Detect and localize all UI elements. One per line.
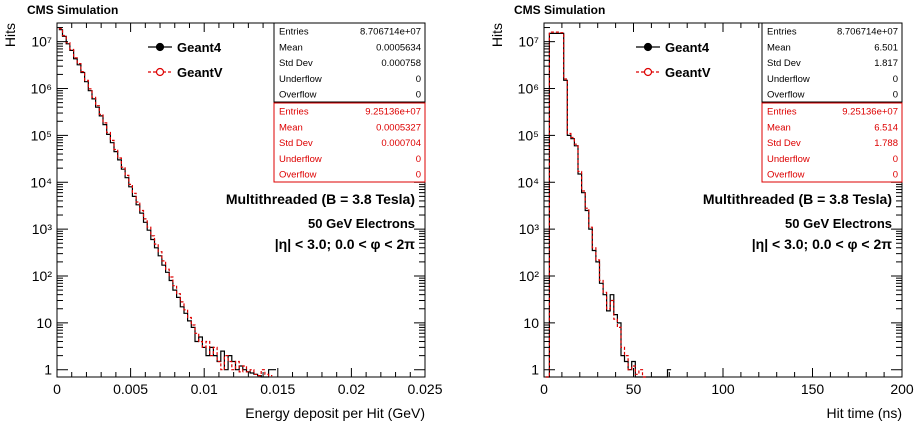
stats-key: Entries	[767, 27, 797, 38]
y-tick-label: 10	[523, 315, 539, 331]
y-tick-label: 10²	[519, 268, 540, 284]
stats-box	[273, 22, 426, 103]
chart-header: CMS Simulation	[514, 3, 605, 17]
x-tick-label: 0.005	[113, 381, 148, 397]
legend-label-geantv: GeantV	[177, 65, 223, 80]
y-tick-label: 10	[36, 315, 52, 331]
y-tick-label: 10²	[32, 268, 53, 284]
stats-box	[273, 102, 426, 183]
stats-value: 0.0005634	[376, 42, 421, 53]
y-tick-label: 10⁴	[517, 174, 539, 190]
x-tick-label: 200	[890, 381, 914, 397]
stats-value: 1.788	[874, 138, 898, 149]
histogram-geant4	[545, 32, 672, 378]
x-tick-label: 0.015	[260, 381, 295, 397]
y-tick-label: 10⁴	[30, 174, 52, 190]
stats-value: 6.501	[874, 42, 898, 53]
stats-value: 8.706714e+07	[360, 27, 421, 38]
y-axis-label: Hits	[2, 23, 18, 47]
stats-value: 0.0005327	[376, 122, 421, 133]
y-tick-label: 10⁵	[518, 127, 539, 143]
y-tick-label: 10⁶	[31, 81, 52, 97]
legend-marker-geantv	[155, 67, 165, 77]
annotation: |η| < 3.0; 0.0 < φ < 2π	[275, 236, 416, 252]
stats-key: Entries	[279, 27, 309, 38]
stats-key: Entries	[767, 107, 797, 118]
stats-value: 0.000704	[381, 138, 421, 149]
legend-marker-geantv	[643, 67, 653, 77]
chart-header: CMS Simulation	[27, 3, 118, 17]
legend-marker-geant4	[643, 42, 653, 52]
x-tick-label: 0	[540, 381, 548, 397]
x-tick-label: 0.01	[191, 381, 218, 397]
annotation: 50 GeV Electrons	[785, 216, 892, 231]
stats-key: Mean	[279, 42, 303, 53]
annotation: 50 GeV Electrons	[308, 216, 415, 231]
x-tick-label: 0	[53, 381, 61, 397]
stats-key: Mean	[279, 122, 303, 133]
y-tick-label: 1	[44, 362, 52, 378]
x-tick-label: 100	[711, 381, 735, 397]
x-tick-label: 50	[626, 381, 642, 397]
y-tick-label: 10⁷	[31, 34, 52, 50]
stats-value: 8.706714e+07	[837, 27, 898, 38]
stats-value: 0	[416, 90, 421, 101]
stats-value: 9.25136e+07	[842, 107, 898, 118]
legend-label-geant4: Geant4	[177, 40, 222, 55]
x-tick-label: 0.02	[338, 381, 365, 397]
stats-key: Underflow	[279, 74, 322, 85]
stats-value: 1.817	[874, 58, 898, 69]
stats-key: Underflow	[279, 154, 322, 165]
stats-key: Std Dev	[279, 58, 313, 69]
plot-frame	[56, 22, 426, 378]
stats-value: 6.514	[874, 122, 898, 133]
stats-key: Overflow	[279, 170, 317, 181]
histogram-geantv	[58, 28, 273, 377]
stats-key: Overflow	[767, 90, 805, 101]
stats-key: Overflow	[279, 90, 317, 101]
legend-marker-geant4	[155, 42, 165, 52]
stats-key: Underflow	[767, 154, 810, 165]
annotation: |η| < 3.0; 0.0 < φ < 2π	[752, 236, 893, 252]
y-tick-label: 10³	[519, 221, 540, 237]
stats-key: Std Dev	[767, 58, 801, 69]
x-tick-label: 0.025	[407, 381, 442, 397]
y-tick-label: 10⁷	[518, 34, 539, 50]
stats-value: 0	[893, 170, 898, 181]
y-tick-label: 1	[531, 362, 539, 378]
y-axis-label: Hits	[489, 23, 505, 47]
energy-deposit-panel: CMS Simulation 0 0.005 0.01 0.015 0.02 0.025 1 1…	[2, 3, 443, 421]
y-tick-label: 10⁵	[31, 127, 52, 143]
stats-box	[761, 22, 903, 103]
annotation: Multithreaded (B = 3.8 Tesla)	[226, 191, 415, 207]
x-tick-label: 150	[801, 381, 825, 397]
y-tick-label: 10³	[32, 221, 53, 237]
hit-time-panel: CMS Simulation 0 50 100 150 200 1 10 10² 10³ 10⁴ 10…	[489, 3, 914, 421]
histogram-geantv	[545, 31, 646, 378]
stats-key: Std Dev	[279, 138, 313, 149]
stats-value: 0.000758	[381, 58, 421, 69]
y-tick-label: 10⁶	[518, 81, 539, 97]
annotation: Multithreaded (B = 3.8 Tesla)	[703, 191, 892, 207]
stats-key: Underflow	[767, 74, 810, 85]
stats-value: 0	[416, 74, 421, 85]
stats-value: 0	[416, 154, 421, 165]
stats-value: 0	[416, 170, 421, 181]
x-axis-label: Hit time (ns)	[827, 405, 902, 421]
stats-key: Entries	[279, 107, 309, 118]
stats-value: 0	[893, 74, 898, 85]
stats-value: 0	[893, 154, 898, 165]
x-axis-label: Energy deposit per Hit (GeV)	[245, 405, 425, 421]
stats-key: Mean	[767, 42, 791, 53]
stats-key: Std Dev	[767, 138, 801, 149]
stats-key: Overflow	[767, 170, 805, 181]
stats-value: 9.25136e+07	[365, 107, 421, 118]
stats-key: Mean	[767, 122, 791, 133]
legend-label-geantv: GeantV	[665, 65, 711, 80]
stats-value: 0	[893, 90, 898, 101]
legend-label-geant4: Geant4	[665, 40, 710, 55]
stats-box	[761, 102, 903, 183]
